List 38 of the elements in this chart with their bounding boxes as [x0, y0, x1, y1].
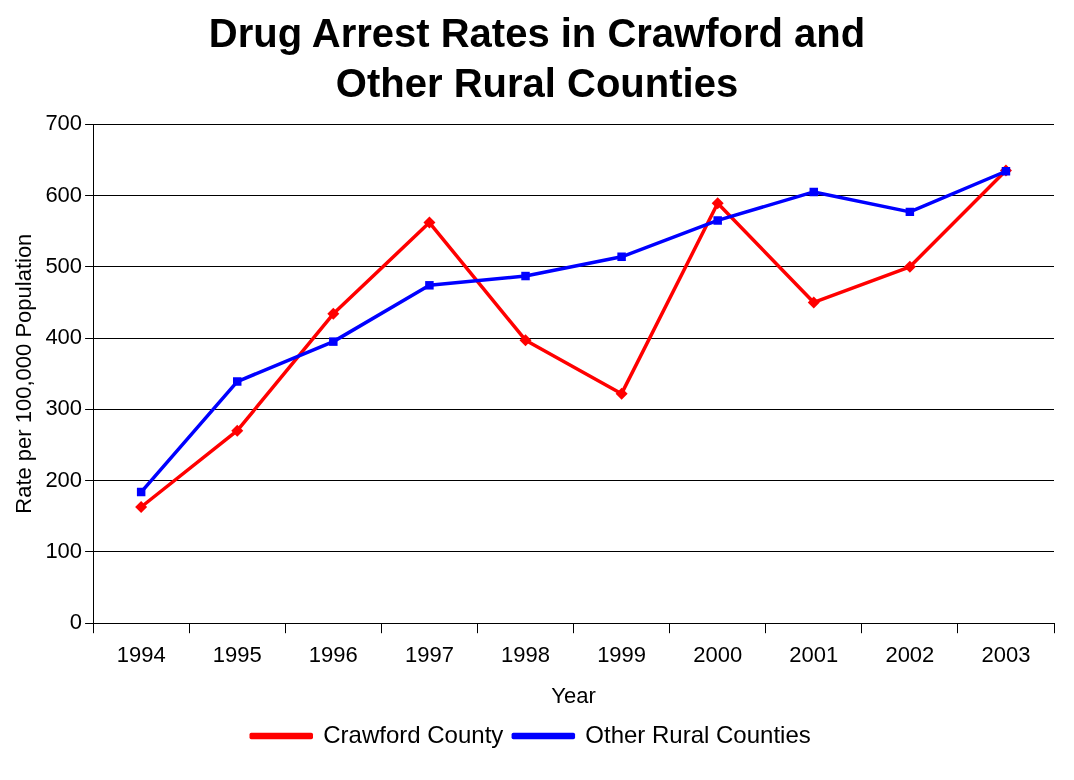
- x-tick-label: 1999: [597, 642, 647, 668]
- point: [231, 424, 244, 437]
- point: [327, 307, 340, 320]
- x-tick-label: 1998: [501, 642, 550, 668]
- point: [903, 260, 916, 273]
- y-tick-label: 600: [45, 181, 83, 207]
- x-tick-label: 1995: [212, 642, 262, 668]
- point: [519, 334, 532, 347]
- chart-title: Drug Arrest Rates in Crawford and Other Rural Counties: [207, 10, 867, 107]
- point: [135, 501, 148, 513]
- x-tick-label: 2001: [789, 642, 839, 668]
- x-tick-label: 2002: [885, 642, 935, 668]
- y-tick-label: 700: [45, 110, 83, 136]
- legend-label: Other Rural Counties: [585, 720, 811, 748]
- point: [521, 271, 530, 281]
- x-tick-label: 2000: [693, 642, 743, 668]
- point: [711, 197, 724, 210]
- y-tick-label: 300: [45, 395, 83, 421]
- point: [807, 296, 820, 309]
- x-tick-label: 1994: [116, 642, 166, 668]
- x-tick-label: 1996: [308, 642, 358, 668]
- point: [713, 216, 722, 225]
- legend-label: Crawford County: [323, 720, 504, 748]
- x-tick-label: 2003: [981, 642, 1031, 668]
- point: [423, 216, 436, 229]
- y-tick-label: 400: [45, 324, 83, 350]
- y-tick-label: 200: [45, 466, 83, 492]
- point: [615, 387, 628, 400]
- point: [233, 377, 242, 386]
- y-tick-label: 500: [45, 252, 83, 278]
- y-tick-label: 100: [45, 537, 83, 563]
- y-axis-title: Rate per 100,000 Population: [11, 233, 37, 514]
- y-tick-label: 0: [69, 609, 83, 635]
- point: [329, 337, 338, 346]
- point: [425, 281, 434, 290]
- x-axis-title: Year: [551, 682, 596, 708]
- x-tick-label: 1997: [404, 642, 454, 668]
- point: [617, 252, 626, 262]
